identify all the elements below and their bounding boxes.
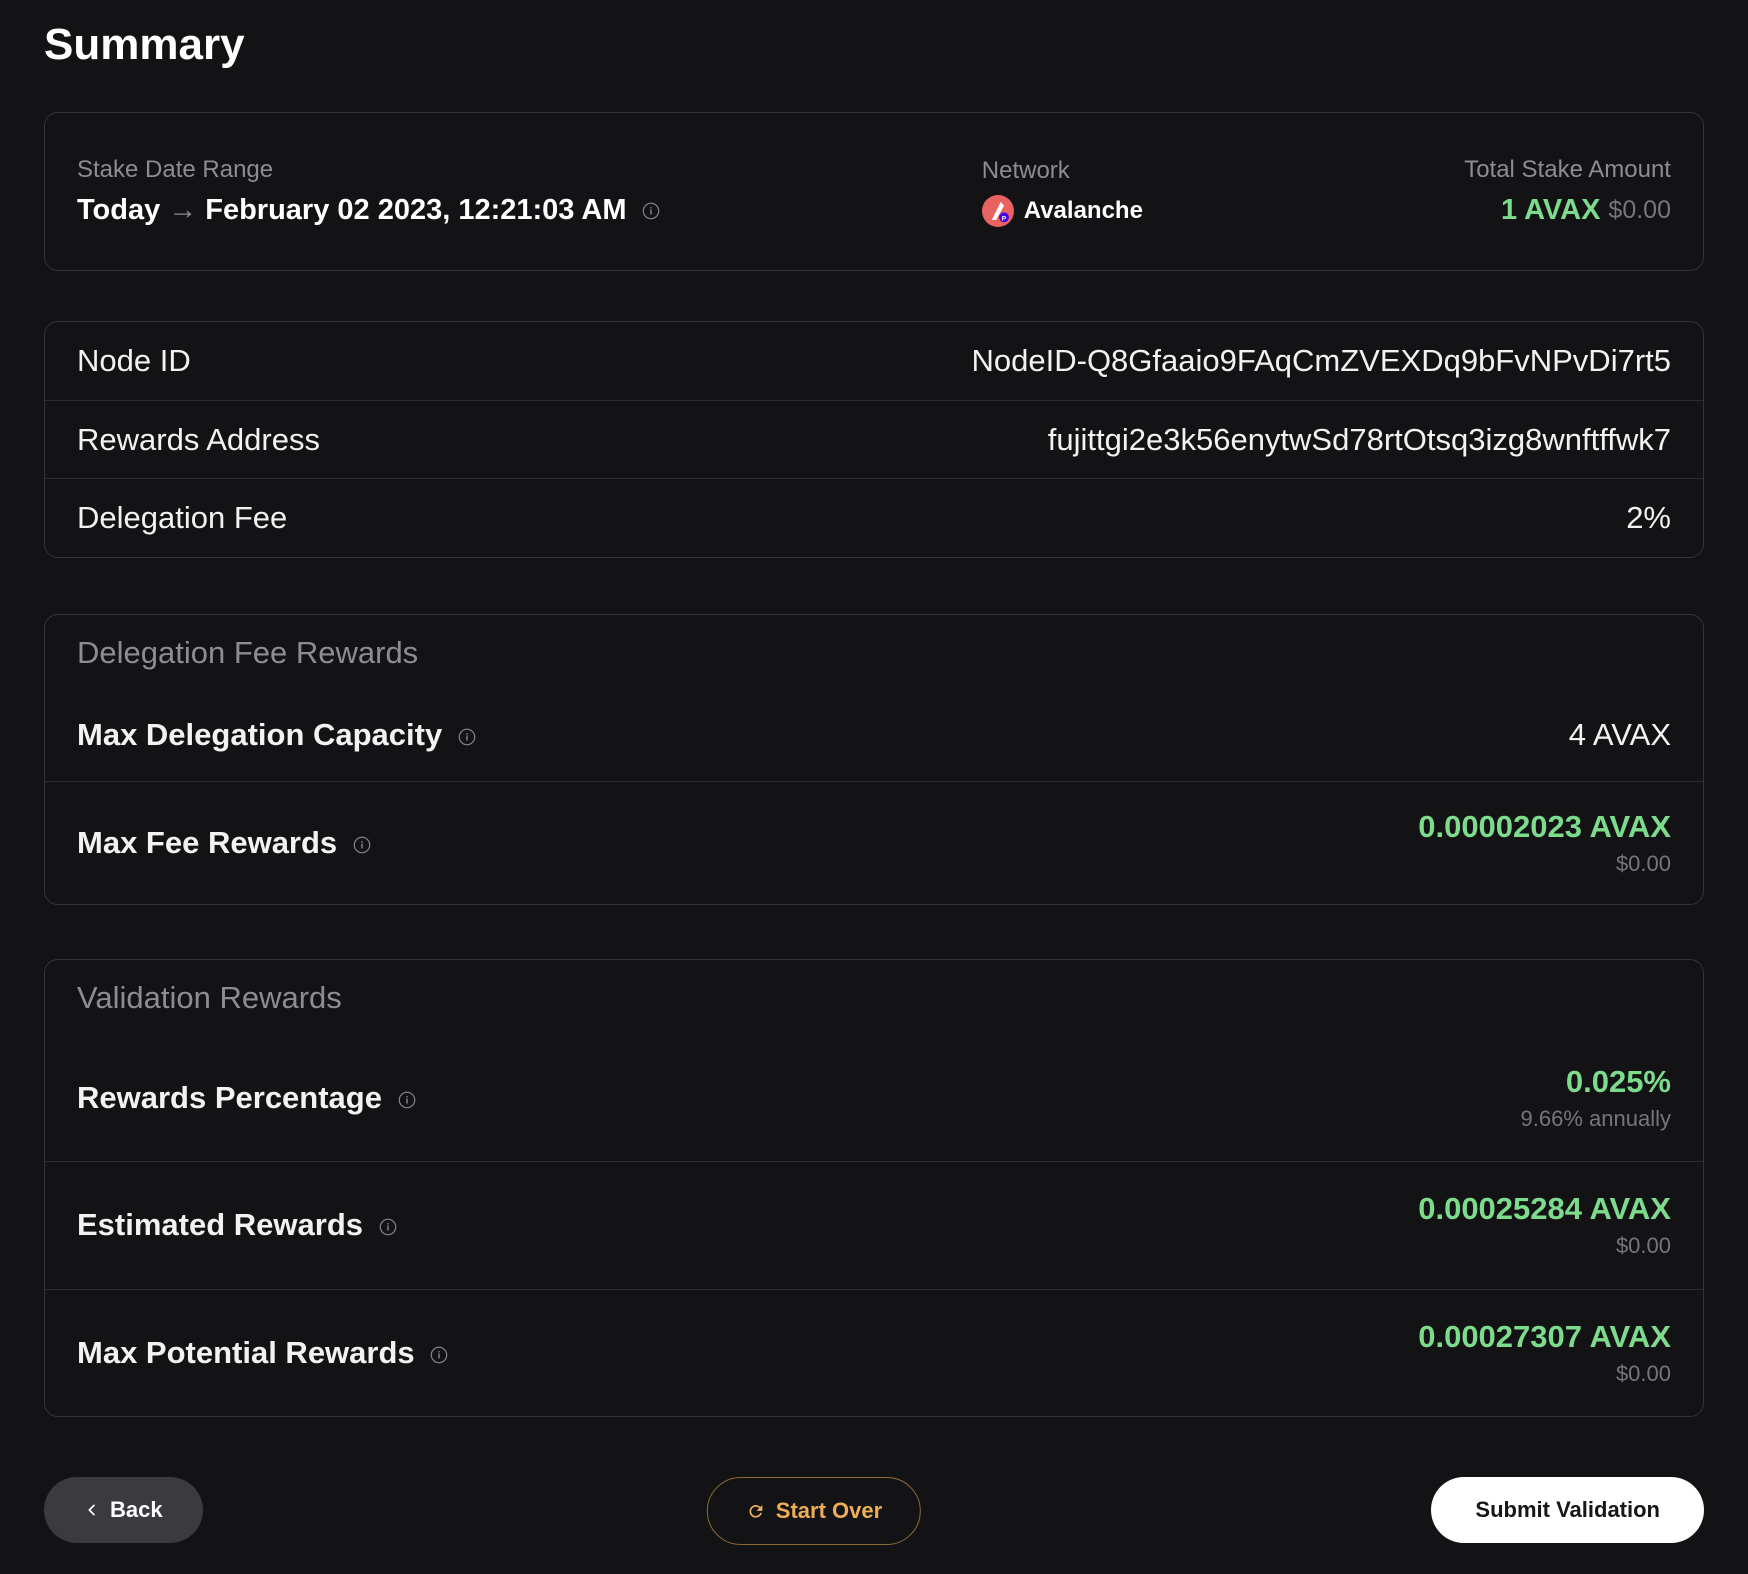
svg-text:P: P bbox=[1002, 215, 1007, 222]
